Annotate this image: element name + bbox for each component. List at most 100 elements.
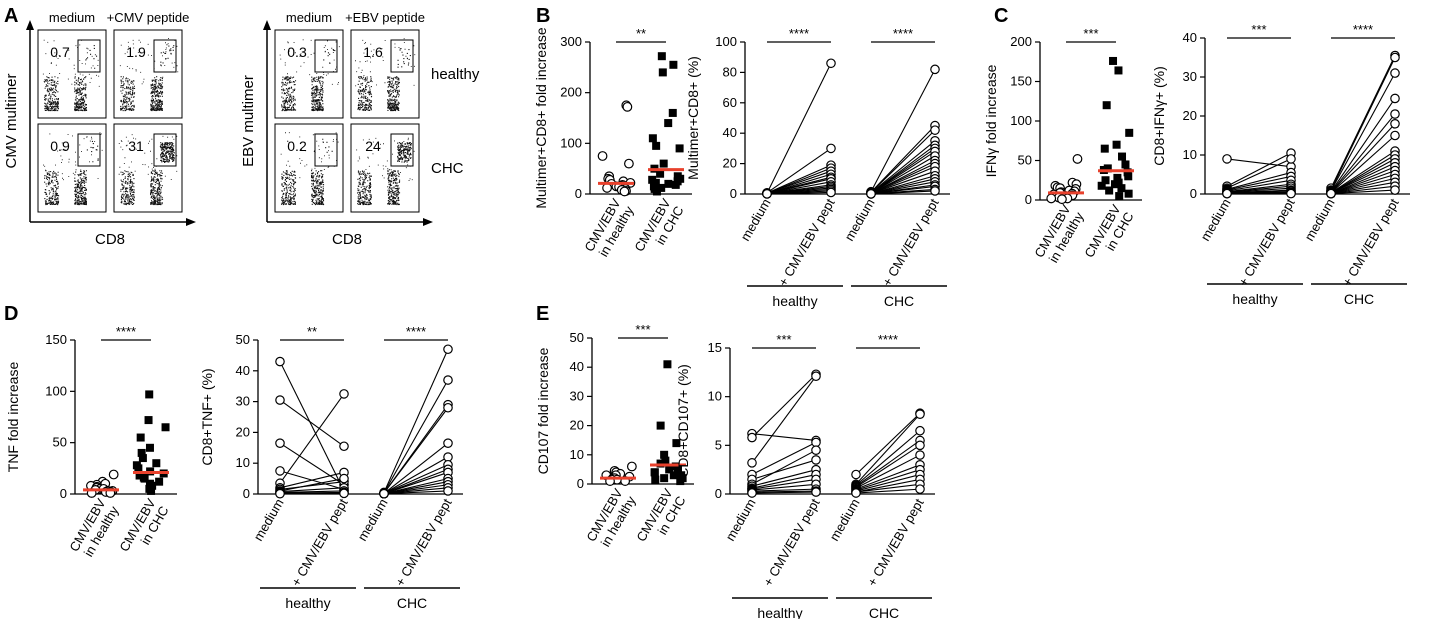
data-point <box>161 423 170 432</box>
pair-line <box>766 164 832 194</box>
flow-x-label: CD8 <box>95 231 125 248</box>
data-point <box>851 488 861 498</box>
significance-label: *** <box>1251 22 1266 37</box>
flow-gate <box>77 39 101 73</box>
x-tick-label: CMV/EBVin CHC <box>633 486 688 552</box>
data-point <box>1390 130 1400 141</box>
y-tick-label: 60 <box>723 95 737 110</box>
y-tick-label: 50 <box>53 435 67 450</box>
pair-line <box>1226 158 1292 168</box>
data-point <box>661 456 670 465</box>
paired-sample <box>762 187 836 199</box>
data-point <box>136 433 145 442</box>
y-tick-label: 100 <box>560 135 582 150</box>
y-tick-label: 10 <box>570 447 584 462</box>
pair-line <box>855 412 921 475</box>
pair-line <box>870 125 936 193</box>
pair-line <box>383 407 449 494</box>
pair-line <box>1330 150 1396 194</box>
data-point <box>1113 173 1122 182</box>
data-point <box>379 488 389 499</box>
y-tick-label: 30 <box>236 394 250 409</box>
pair-line <box>870 155 936 194</box>
pair-line <box>870 166 936 195</box>
pair-line <box>1330 113 1396 193</box>
pair-line <box>855 488 921 494</box>
x-tick-label: medium <box>826 496 862 544</box>
flow-events <box>119 38 179 112</box>
pair-line <box>1330 162 1396 194</box>
paired-sample <box>1222 188 1296 199</box>
x-tick-label: CMV/EBVin healthy <box>66 496 121 562</box>
paired-sample <box>747 371 821 468</box>
x-tick-label: + CMV/EBV pept <box>288 496 350 589</box>
data-point <box>152 459 161 468</box>
data-point <box>866 189 876 199</box>
data-point <box>275 438 285 448</box>
data-point <box>826 143 836 154</box>
y-arrow-head <box>26 20 34 30</box>
pair-line <box>1330 98 1396 192</box>
flow-row-label: healthy <box>431 66 480 83</box>
data-point <box>140 474 149 483</box>
data-point <box>673 465 682 474</box>
data-point <box>339 389 349 399</box>
data-point <box>664 119 673 128</box>
pair-line <box>751 491 817 494</box>
pair-line <box>751 473 817 489</box>
data-point <box>1110 180 1119 189</box>
flow-plot-frame <box>37 29 107 119</box>
flow-col-label: medium <box>49 10 95 25</box>
pair-line <box>1330 166 1396 195</box>
significance-label: ** <box>636 26 646 41</box>
significance-label: **** <box>878 332 898 347</box>
significance-label: **** <box>789 26 809 41</box>
panel-letter-a: A <box>4 5 18 27</box>
paired-sample <box>866 186 940 199</box>
pair-line <box>383 471 449 495</box>
data-point <box>1124 172 1133 181</box>
flow-percentage: 24 <box>365 138 381 154</box>
y-tick-label: 0 <box>1025 192 1032 207</box>
y-tick-label: 150 <box>45 332 67 347</box>
data-point <box>1222 154 1232 164</box>
data-point <box>1286 188 1296 199</box>
y-tick-label: 10 <box>708 389 722 404</box>
x-arrow-head <box>186 218 196 226</box>
data-point <box>650 468 659 477</box>
pair-line <box>279 442 345 486</box>
panel-letter-d: D <box>4 303 18 325</box>
flow-plot-frame <box>274 29 344 119</box>
pair-line <box>855 440 921 487</box>
data-point <box>811 437 821 448</box>
data-point <box>108 469 119 480</box>
chart-multimer-fold: 0 100 200 300 Multimer+CD8+ fold increase ** C… <box>533 26 692 259</box>
y-tick-label: 0 <box>243 486 250 501</box>
x-tick-label: + CMV/EBV pept <box>775 196 837 289</box>
pair-line <box>279 399 345 447</box>
x-tick-label: medium <box>250 496 286 544</box>
data-point <box>138 454 147 463</box>
y-tick-label: 80 <box>723 64 737 79</box>
data-point <box>747 432 757 443</box>
pair-line <box>751 459 817 480</box>
data-point <box>656 169 665 178</box>
y-axis-label: CD8+IFNγ+ (%) <box>1151 66 1167 166</box>
y-tick-label: 50 <box>236 332 250 347</box>
data-point <box>137 448 146 457</box>
data-point <box>915 409 925 419</box>
data-point <box>1121 160 1130 169</box>
paired-sample <box>379 344 453 498</box>
pair-line <box>1330 158 1396 194</box>
pair-line <box>855 483 921 493</box>
flow-events <box>355 38 416 112</box>
data-point <box>1124 189 1133 198</box>
pair-line <box>1330 135 1396 194</box>
flow-plot: 1.6 <box>350 29 420 119</box>
data-point <box>624 158 634 169</box>
paired-sample <box>866 64 940 197</box>
data-point <box>652 141 661 150</box>
group-label: CHC <box>884 293 914 309</box>
